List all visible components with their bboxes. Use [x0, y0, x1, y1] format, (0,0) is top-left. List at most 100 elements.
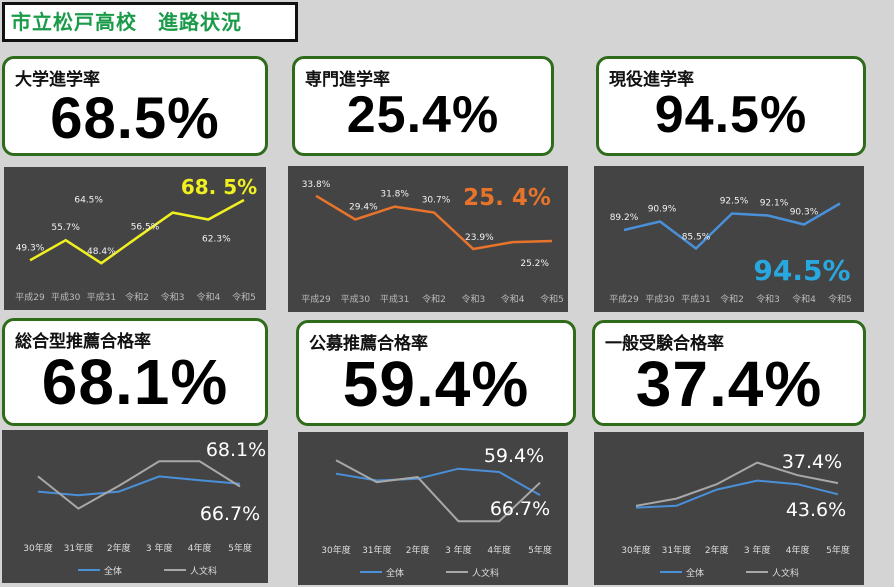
series-line [29, 198, 245, 265]
tick-label: 平成29 [609, 293, 639, 305]
tick-label: 3 年度 [445, 544, 472, 556]
legend-label: 全体 [686, 567, 704, 579]
data-label: 33.8% [302, 180, 331, 190]
data-label: 56.5% [131, 223, 160, 233]
series-line-humanities [635, 461, 839, 507]
chart-panel-university: 49.3% 55.7% 48.4% 56.5% 64.5% 62.3% 平成29 平成30 平成… [4, 167, 266, 310]
tick-label: 令和5 [828, 293, 852, 305]
chart-vocational-rate: 33.8% 29.4%31.8% 30.7% 23.9% 25.2% 平成29 平成30 平成… [301, 180, 564, 305]
tick-label: 令和3 [461, 293, 485, 305]
kpi-value: 68.5% [50, 86, 220, 151]
value-label: 66.7% [490, 498, 550, 520]
chart-panel-current-year: 89.2% 90.9% 85.5% 92.5% 92.1% 90.3% 平成29 平成30 平成… [594, 166, 864, 312]
kpi-value: 37.4% [635, 348, 823, 420]
tick-label: 平成31 [380, 293, 409, 305]
kpi-card-vocational: 専門進学率 25.4% [292, 56, 554, 156]
tick-label: 30年度 [321, 544, 350, 556]
tick-label: 令和4 [196, 291, 220, 303]
tick-label: 2年度 [107, 542, 131, 554]
series-line-humanities [335, 459, 541, 523]
value-label: 68.1% [206, 439, 266, 461]
tick-label: 31年度 [662, 544, 691, 556]
kpi-value: 25.4% [346, 86, 500, 144]
data-label: 64.5% [74, 196, 103, 206]
tick-label: 令和4 [501, 293, 525, 305]
series-line-all [335, 467, 541, 496]
page-title: 市立松戸高校 進路状況 [2, 2, 298, 42]
tick-label: 令和2 [720, 293, 744, 305]
value-label: 43.6% [786, 499, 846, 521]
data-label: 85.5% [682, 233, 711, 243]
data-label: 48.4% [87, 247, 116, 257]
legend-label: 人文科 [772, 567, 799, 579]
kpi-value: 59.4% [342, 348, 530, 420]
value-label: 37.4% [782, 451, 842, 473]
chart-current-year-rate: 89.2% 90.9% 85.5% 92.5% 92.1%90.3% 平成29 平成30 平成… [609, 197, 852, 306]
tick-label: 令和5 [232, 291, 256, 303]
tick-label: 平成31 [87, 291, 116, 303]
kpi-label: 一般受験合格率 [605, 334, 724, 354]
tick-label: 3 年度 [146, 542, 173, 554]
tick-label: 令和2 [422, 293, 446, 305]
data-label: 55.7% [51, 223, 80, 233]
tick-label: 平成30 [341, 293, 371, 305]
tick-label: 2年度 [705, 544, 729, 556]
chart-panel-vocational: 33.8% 29.4% 31.8% 30.7% 23.9% 25.2% 平成29 平成30 平成… [288, 166, 568, 312]
data-label: 31.8% [380, 190, 409, 200]
kpi-label: 大学進学率 [15, 70, 100, 90]
highlight-label: 68. 5% [181, 175, 257, 199]
tick-label: 平成29 [15, 291, 45, 303]
data-label: 62.3% [202, 234, 231, 244]
data-label: 92.1% [760, 199, 789, 209]
tick-label: 5年度 [528, 544, 552, 556]
data-label: 23.9% [465, 233, 494, 243]
data-label: 90.3% [790, 208, 819, 218]
tick-label: 令和4 [792, 293, 816, 305]
tick-label: 3 年度 [744, 544, 771, 556]
tick-label: 4年度 [487, 544, 511, 556]
data-label: 29.4% [349, 202, 378, 212]
kpi-value: 68.1% [41, 346, 229, 418]
kpi-card-current-year: 現役進学率 94.5% [596, 56, 866, 156]
tick-label: 4年度 [188, 542, 212, 554]
legend-label: 全体 [386, 567, 404, 579]
data-label: 90.9% [648, 205, 677, 215]
chart-panel-comprehensive: 68.1% 66.7% 30年度 31年度 2年度 3 年度 4年度 5年度 全体 人文科 [2, 430, 268, 583]
legend-label: 全体 [104, 565, 122, 577]
tick-label: 令和3 [756, 293, 780, 305]
tick-label: 平成29 [301, 293, 331, 305]
chart-panel-public-recommend: 59.4% 66.7% 30年度 31年度 2年度 3 年度 4年度 5年度全体 人文科 [298, 432, 568, 585]
data-label: 92.5% [720, 197, 749, 207]
tick-label: 31年度 [64, 542, 93, 554]
series-line-all [635, 479, 839, 509]
legend-label: 人文科 [472, 567, 499, 579]
value-label: 59.4% [484, 445, 544, 467]
tick-label: 2年度 [406, 544, 430, 556]
tick-label: 30年度 [621, 544, 650, 556]
chart-university-rate: 49.3% 55.7% 48.4% 56.5% 64.5% 62.3% 平成29 平成30 平成… [15, 175, 257, 303]
series-line-humanities [37, 460, 241, 510]
tick-label: 4年度 [786, 544, 810, 556]
highlight-label: 94.5% [753, 254, 850, 287]
data-label: 49.3% [16, 243, 45, 253]
tick-label: 5年度 [826, 544, 850, 556]
kpi-label: 公募推薦合格率 [309, 334, 428, 354]
tick-label: 31年度 [362, 544, 391, 556]
data-label: 25.2% [520, 259, 549, 269]
tick-label: 令和5 [540, 293, 564, 305]
kpi-label: 専門進学率 [305, 70, 390, 90]
data-label: 89.2% [610, 213, 639, 223]
tick-label: 30年度 [23, 542, 52, 554]
tick-label: 5年度 [228, 542, 252, 554]
kpi-card-public-recommend: 公募推薦合格率 59.4% [296, 320, 576, 426]
value-label: 66.7% [200, 503, 260, 525]
series-line [315, 194, 553, 251]
kpi-card-comprehensive: 総合型推薦合格率 68.1% [2, 318, 268, 426]
tick-label: 平成30 [645, 293, 675, 305]
kpi-card-general-exam: 一般受験合格率 37.4% [592, 320, 866, 426]
series-line [623, 202, 841, 251]
chart-panel-general-exam: 37.4% 43.6% 30年度 31年度 2年度 3 年度 4年度 5年度全体 人文科 [594, 432, 864, 585]
